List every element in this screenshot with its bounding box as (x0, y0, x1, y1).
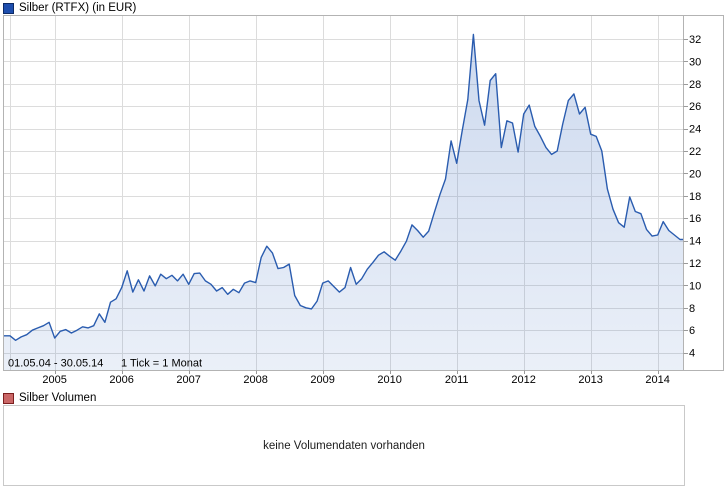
svg-text:12: 12 (689, 258, 701, 270)
svg-text:24: 24 (689, 124, 701, 136)
svg-text:2014: 2014 (645, 374, 669, 386)
svg-text:20: 20 (689, 168, 701, 180)
svg-text:2012: 2012 (511, 374, 535, 386)
svg-text:2009: 2009 (310, 374, 334, 386)
price-area (3, 34, 684, 371)
y-axis-labels: 4 6 8 10 12 14 16 18 20 22 24 26 28 30 32 (689, 34, 701, 360)
plot-frame (3, 15, 724, 371)
svg-text:4: 4 (689, 348, 695, 360)
svg-text:2010: 2010 (377, 374, 401, 386)
svg-text:32: 32 (689, 34, 701, 46)
svg-text:2013: 2013 (578, 374, 602, 386)
volume-legend-swatch-icon (3, 393, 14, 404)
svg-text:2008: 2008 (243, 374, 267, 386)
svg-text:2007: 2007 (176, 374, 200, 386)
svg-text:18: 18 (689, 191, 701, 203)
svg-text:26: 26 (689, 101, 701, 113)
svg-text:2006: 2006 (109, 374, 133, 386)
svg-text:28: 28 (689, 79, 701, 91)
volume-panel: keine Volumendaten vorhanden (3, 405, 685, 486)
price-legend-label: Silber (RTFX) (in EUR) (19, 2, 137, 14)
price-line (3, 33, 684, 341)
svg-text:2011: 2011 (445, 374, 469, 386)
period-label: 01.05.04 - 30.05.14 (8, 358, 103, 370)
svg-text:2005: 2005 (42, 374, 66, 386)
price-legend-swatch-icon (3, 3, 14, 14)
svg-text:14: 14 (689, 236, 701, 248)
volume-legend: Silber Volumen (3, 392, 97, 404)
svg-text:22: 22 (689, 146, 701, 158)
x-axis-labels: 2005 2006 2007 2008 2009 2010 2011 2012 2013 2014 (42, 374, 669, 386)
svg-text:8: 8 (689, 303, 695, 315)
volume-legend-label: Silber Volumen (19, 392, 97, 404)
svg-text:6: 6 (689, 325, 695, 337)
svg-text:30: 30 (689, 56, 701, 68)
axis-ticks (55, 39, 688, 374)
tick-note-label: 1 Tick = 1 Monat (121, 358, 202, 370)
no-volume-message: keine Volumendaten vorhanden (263, 439, 425, 452)
svg-text:10: 10 (689, 280, 701, 292)
price-legend: Silber (RTFX) (in EUR) (3, 2, 137, 14)
svg-text:16: 16 (689, 213, 701, 225)
